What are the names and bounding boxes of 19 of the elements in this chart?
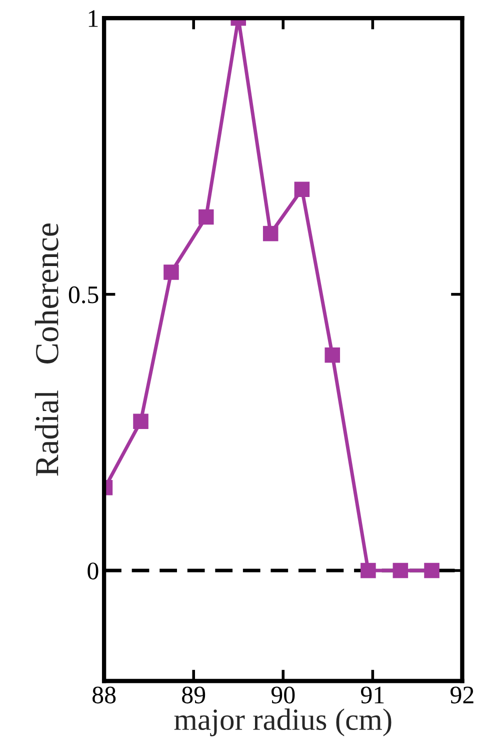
x-axis-title: major radius (cm) xyxy=(174,708,392,736)
x-tick-label: 88 xyxy=(92,686,116,704)
y-tick-label: 1 xyxy=(88,10,98,27)
point xyxy=(360,562,376,578)
point xyxy=(262,226,278,242)
y-tick-label: 0.5 xyxy=(68,286,98,304)
x-tick-label: 90 xyxy=(271,686,295,704)
x-tick-label: 91 xyxy=(360,686,384,704)
x-tick-label: 89 xyxy=(182,686,206,704)
y-axis-title: Radial Coherence xyxy=(34,223,58,476)
point xyxy=(294,182,310,198)
point xyxy=(164,264,179,280)
point xyxy=(324,347,340,363)
point xyxy=(198,209,214,225)
point xyxy=(392,562,408,578)
point xyxy=(424,562,440,578)
y-tick-label: 0 xyxy=(88,562,98,580)
x-tick-label: 92 xyxy=(450,686,474,704)
point xyxy=(133,414,148,430)
